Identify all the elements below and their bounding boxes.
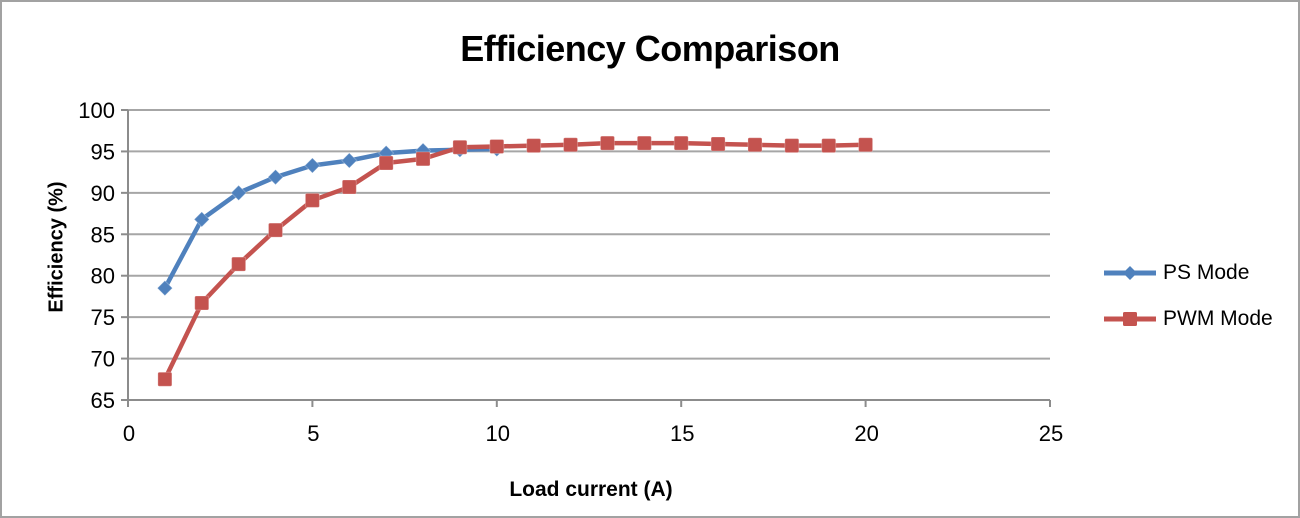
y-tick-label-80: 80: [91, 264, 115, 289]
y-tick-label-85: 85: [91, 222, 115, 247]
y-tick-label-70: 70: [91, 347, 115, 372]
y-tick-label-95: 95: [91, 139, 115, 164]
x-axis-title: Load current (A): [509, 478, 673, 501]
data-point-pwm-mode-2: [194, 295, 210, 311]
data-point-pwm-mode-8: [415, 151, 431, 167]
data-point-pwm-mode-9: [452, 139, 468, 155]
y-axis-title: Efficiency (%): [45, 181, 68, 313]
x-tick-label-15: 15: [670, 421, 694, 446]
data-point-pwm-mode-17: [747, 137, 763, 153]
data-point-pwm-mode-16: [710, 136, 726, 152]
data-point-pwm-mode-12: [563, 137, 579, 153]
legend-line-square-icon: [1104, 312, 1156, 326]
legend-line-diamond-icon: [1104, 266, 1156, 280]
data-point-pwm-mode-10: [489, 138, 505, 154]
data-point-pwm-mode-14: [636, 135, 652, 151]
chart-title: Efficiency Comparison: [460, 28, 840, 69]
x-tick-label-0: 0: [123, 421, 135, 446]
legend-item-pwm-mode: PWM Mode: [1102, 306, 1273, 332]
data-point-ps-mode-1: [156, 279, 174, 297]
data-point-pwm-mode-15: [673, 135, 689, 151]
data-point-pwm-mode-3: [231, 256, 247, 272]
x-tick-label-5: 5: [307, 421, 319, 446]
data-point-pwm-mode-11: [526, 138, 542, 154]
y-tick-label-65: 65: [91, 388, 115, 413]
data-point-pwm-mode-20: [858, 137, 874, 153]
data-point-ps-mode-5: [304, 157, 321, 174]
series-line-ps-mode: [162, 146, 500, 291]
x-tick-label-20: 20: [854, 421, 878, 446]
data-point-pwm-mode-13: [599, 135, 615, 151]
data-point-ps-mode-6: [341, 152, 358, 169]
data-point-ps-mode-4: [267, 168, 284, 186]
data-point-ps-mode-3: [230, 184, 247, 202]
legend-label-ps-mode: PS Mode: [1163, 261, 1250, 284]
x-tick-label-25: 25: [1039, 421, 1063, 446]
legend: PS Mode PWM Mode: [1102, 260, 1273, 332]
data-point-ps-mode-2: [193, 211, 210, 228]
data-point-pwm-mode-5: [304, 192, 320, 208]
data-point-pwm-mode-6: [341, 179, 357, 195]
legend-label-pwm-mode: PWM Mode: [1163, 307, 1273, 330]
y-tick-label-100: 100: [78, 98, 115, 123]
legend-item-ps-mode: PS Mode: [1102, 260, 1273, 286]
data-point-pwm-mode-1: [157, 371, 173, 387]
y-tick-label-75: 75: [91, 305, 115, 330]
x-tick-label-10: 10: [486, 421, 510, 446]
data-point-pwm-mode-19: [821, 138, 837, 154]
y-tick-label-90: 90: [91, 181, 115, 206]
data-point-pwm-mode-4: [268, 222, 284, 238]
data-point-pwm-mode-18: [784, 138, 800, 154]
data-point-pwm-mode-7: [378, 155, 394, 171]
